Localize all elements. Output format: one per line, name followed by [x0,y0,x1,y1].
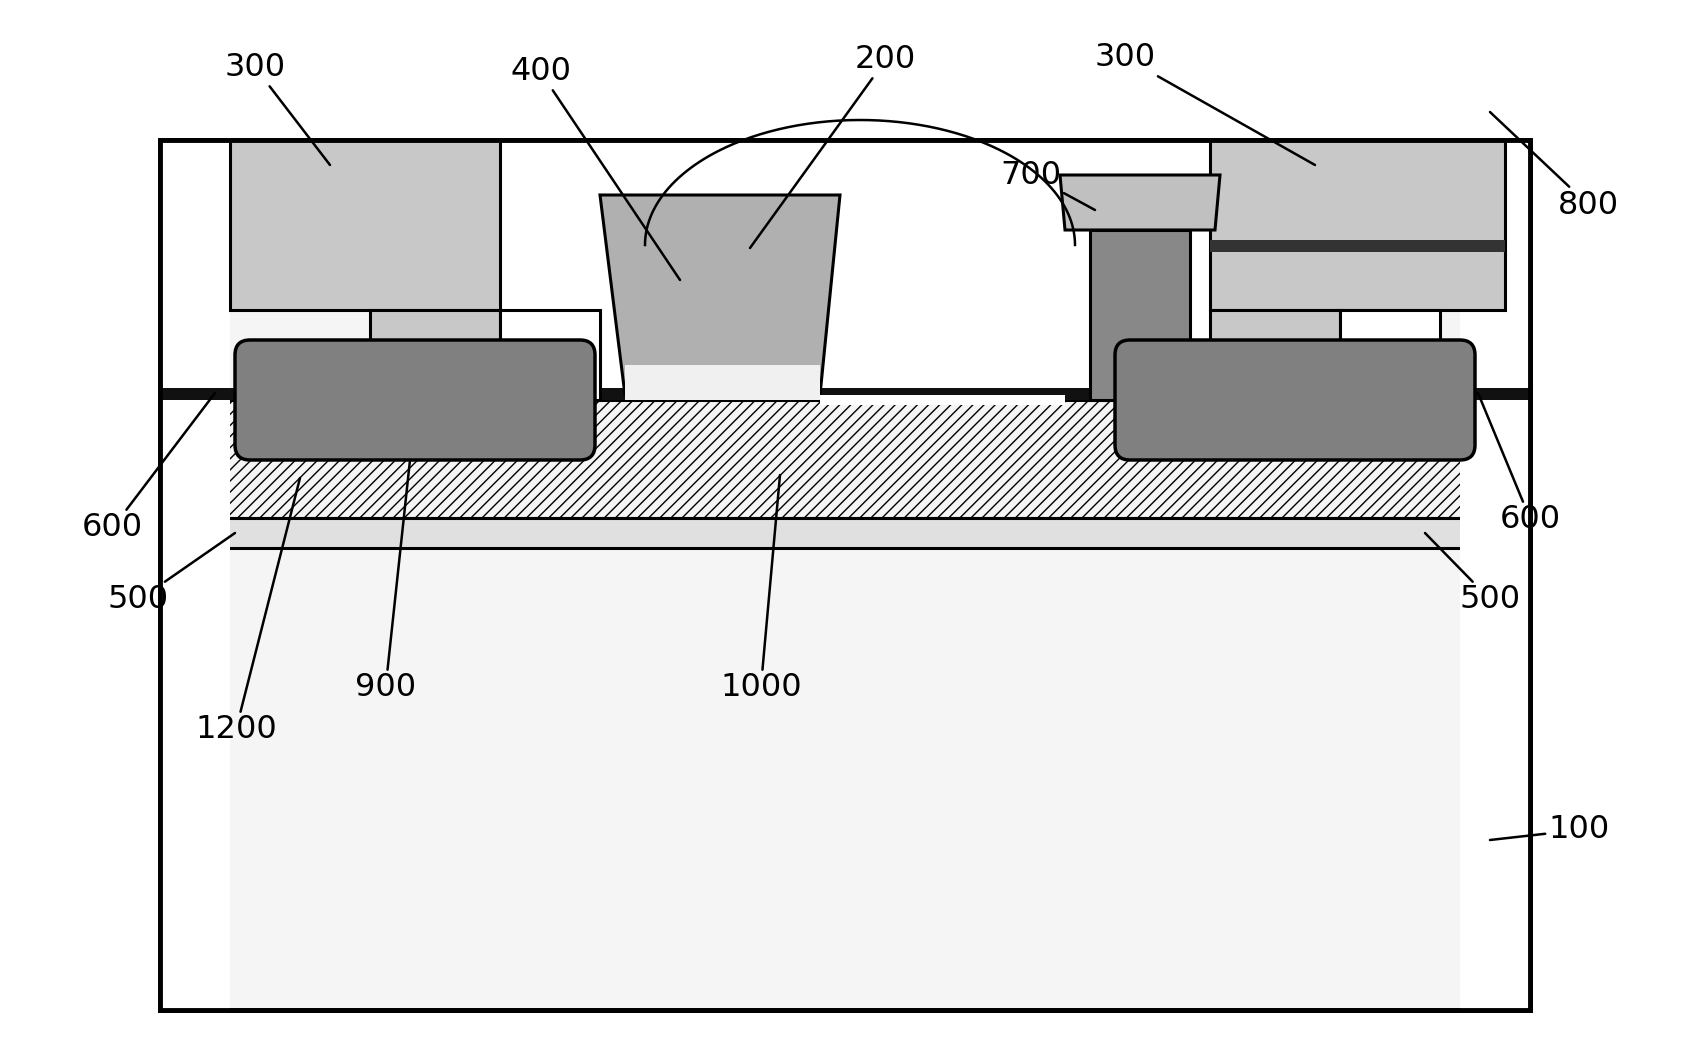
Text: 200: 200 [749,45,917,248]
Text: 700: 700 [1000,159,1094,210]
Bar [1459,140,1529,1010]
Bar [500,140,1210,400]
Text: 400: 400 [510,57,679,280]
Bar [1459,140,1529,1010]
Bar [819,395,1065,405]
Bar [160,388,1529,400]
Text: 800: 800 [1490,112,1620,221]
Bar [1210,140,1506,310]
FancyBboxPatch shape [1115,340,1475,460]
Bar [160,140,230,1010]
Bar [160,140,1529,1010]
Text: 300: 300 [1094,43,1314,165]
Text: 600: 600 [82,393,215,543]
Bar [625,365,819,400]
Text: 100: 100 [1490,815,1610,846]
Bar [1091,230,1190,400]
Bar [1210,240,1506,252]
Text: 500: 500 [1425,533,1521,616]
Bar [1210,310,1340,400]
Text: 1000: 1000 [720,475,802,704]
Bar [160,400,1529,518]
Bar [230,140,500,310]
Polygon shape [599,195,840,395]
Bar [500,310,599,400]
Text: 600: 600 [1478,393,1562,535]
Text: 900: 900 [355,460,417,704]
Bar [370,310,500,400]
Bar [160,518,1529,548]
FancyBboxPatch shape [236,340,596,460]
Text: 500: 500 [108,533,236,616]
Bar [1340,310,1441,400]
Polygon shape [1060,175,1221,230]
Bar [160,140,1529,1010]
Bar [160,140,230,1010]
Text: 300: 300 [225,52,329,165]
Text: 1200: 1200 [195,478,300,745]
